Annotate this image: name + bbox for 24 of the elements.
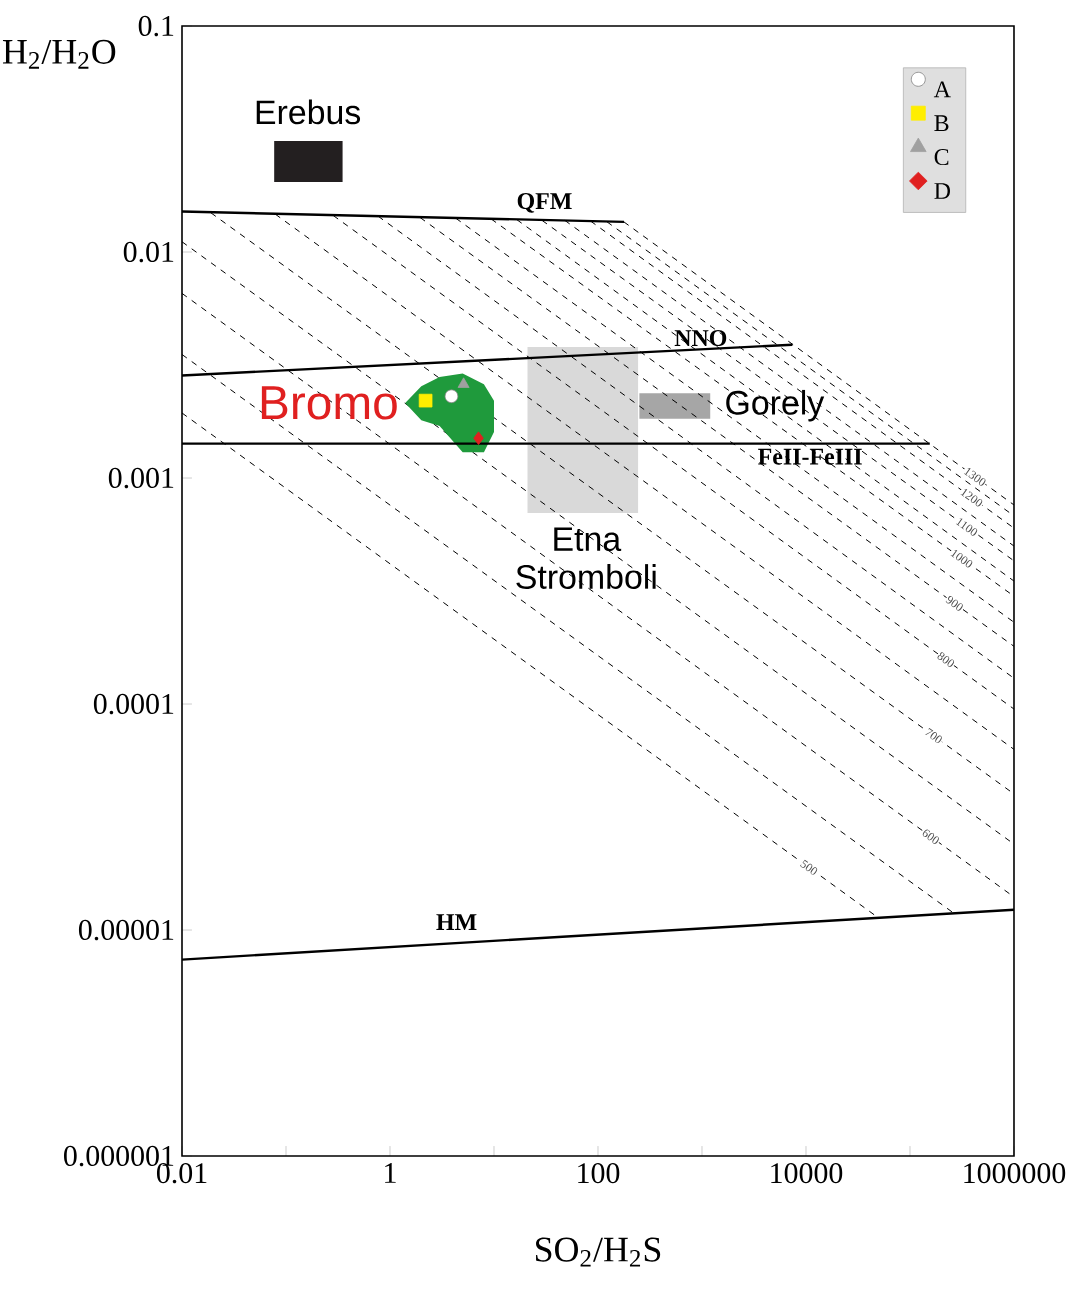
legend-label: D	[934, 183, 950, 199]
x-tick-label: 1	[385, 1163, 396, 1183]
y-tick-label: 0.01	[123, 241, 174, 263]
legend-label: C	[934, 149, 949, 166]
x-tick-label: 0.01	[156, 1163, 207, 1184]
x-axis-title: SO$_{2}$/H$_{2}$S	[536, 1237, 661, 1267]
y-tick-label: 0.000001	[64, 1145, 174, 1167]
y-tick-label: 0.001	[108, 467, 174, 489]
y-axis-title: H$_{2}$/H$_{2}$O	[2, 39, 116, 69]
annotation: Gorely	[726, 389, 825, 422]
series-label: FeII-FeIII	[758, 448, 862, 465]
legend-label: A	[933, 81, 951, 98]
annotation: Erebus	[256, 99, 361, 125]
x-tick-label: 1000000	[964, 1163, 1066, 1184]
y-tick-label: 0.1	[138, 15, 174, 37]
series-label: QFM	[517, 193, 572, 213]
y-tick-label: 0.00001	[78, 919, 174, 941]
series-label: NNO	[674, 330, 727, 347]
x-tick-label: 10000	[771, 1163, 843, 1184]
annotation: Bromo	[261, 386, 397, 420]
series-label: HM	[436, 914, 477, 930]
x-tick-label: 100	[578, 1163, 620, 1184]
y-tick-label: 0.0001	[93, 693, 174, 715]
legend-label: B	[934, 115, 949, 132]
